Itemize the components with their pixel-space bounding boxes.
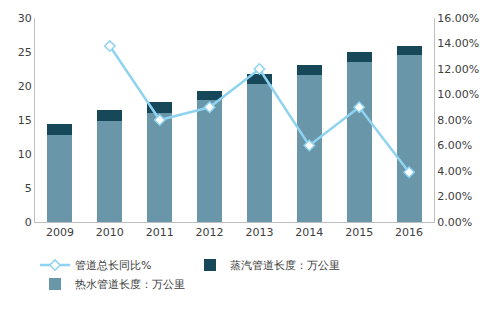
svg-text:10: 10 xyxy=(18,148,32,161)
svg-text:热水管道长度：万公里: 热水管道长度：万公里 xyxy=(75,278,185,291)
svg-text:2015: 2015 xyxy=(345,226,373,239)
svg-text:0.00%: 0.00% xyxy=(437,216,472,229)
svg-text:蒸汽管道长度：万公里: 蒸汽管道长度：万公里 xyxy=(230,259,340,272)
svg-text:12.00%: 12.00% xyxy=(437,63,479,76)
svg-text:2016: 2016 xyxy=(395,226,423,239)
svg-text:25: 25 xyxy=(18,46,32,59)
svg-text:10.00%: 10.00% xyxy=(437,88,479,101)
svg-text:2014: 2014 xyxy=(295,226,323,239)
svg-text:14.00%: 14.00% xyxy=(437,37,479,50)
svg-text:2012: 2012 xyxy=(196,226,224,239)
svg-text:管道总长同比%: 管道总长同比% xyxy=(75,259,151,272)
svg-text:20: 20 xyxy=(18,80,32,93)
svg-text:0: 0 xyxy=(25,216,32,229)
svg-text:16.00%: 16.00% xyxy=(437,12,479,25)
svg-text:15: 15 xyxy=(18,114,32,127)
svg-text:5: 5 xyxy=(25,182,32,195)
svg-text:2.00%: 2.00% xyxy=(437,190,472,203)
svg-text:2011: 2011 xyxy=(146,226,174,239)
svg-text:6.00%: 6.00% xyxy=(437,139,472,152)
svg-text:2009: 2009 xyxy=(46,226,74,239)
svg-text:2013: 2013 xyxy=(245,226,273,239)
svg-text:30: 30 xyxy=(18,12,32,25)
svg-text:4.00%: 4.00% xyxy=(437,165,472,178)
svg-text:2010: 2010 xyxy=(96,226,124,239)
svg-text:8.00%: 8.00% xyxy=(437,114,472,127)
